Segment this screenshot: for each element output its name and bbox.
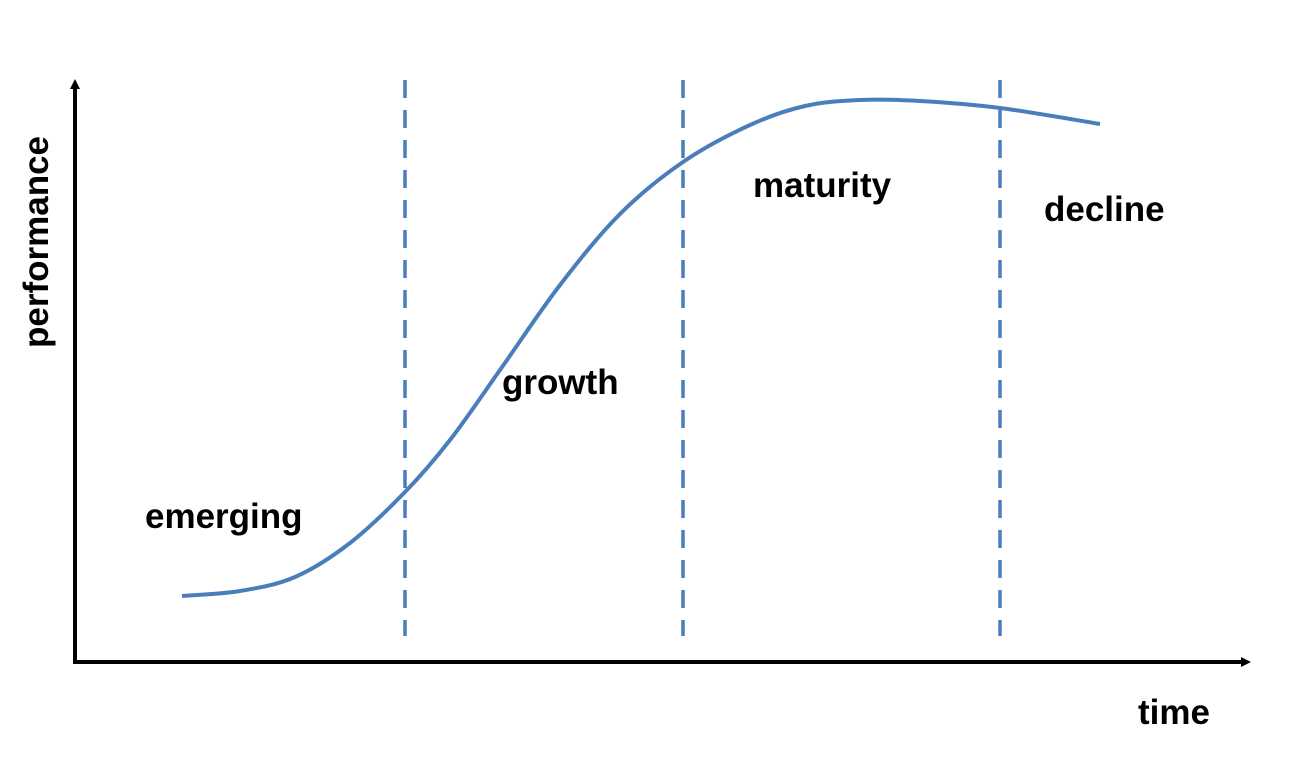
phase-label-emerging: emerging <box>145 497 303 536</box>
y-axis-label: performance <box>17 136 56 348</box>
phase-label-growth: growth <box>502 363 619 402</box>
phase-label-decline: decline <box>1044 190 1165 229</box>
s-curve <box>181 97 1101 598</box>
phase-label-maturity: maturity <box>753 166 892 205</box>
x-axis-label: time <box>1138 693 1210 732</box>
